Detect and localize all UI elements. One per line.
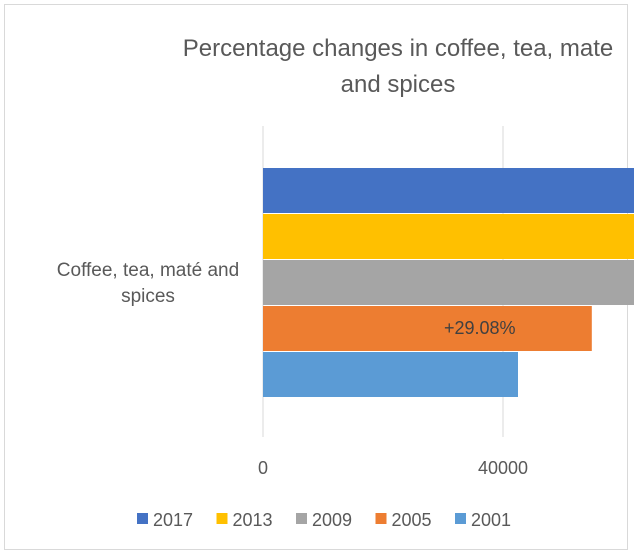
legend-label-2001: 2001: [471, 510, 511, 530]
legend-swatch-2009: [296, 513, 307, 524]
bar-series: [263, 168, 634, 397]
legend-swatch-2017: [137, 513, 148, 524]
legend-swatch-2013: [216, 513, 228, 524]
chart-title-line-1: Percentage changes in coffee, tea, mate: [183, 35, 614, 62]
legend-swatch-2005: [375, 513, 387, 524]
x-tick-label-1: 40000: [478, 458, 528, 478]
legend-label-2005: 2005: [392, 510, 432, 530]
legend-swatch-2001: [455, 513, 466, 524]
bar-2005: [263, 306, 592, 351]
data-labels: -16.2%+7.05%+54.6%+29.08%: [444, 318, 516, 338]
legend-label-2013: 2013: [233, 510, 273, 530]
data-label-2005: +29.08%: [444, 318, 516, 338]
bar-2009: [263, 260, 634, 305]
bar-2013: [263, 214, 634, 259]
category-label-line-1: Coffee, tea, maté and: [57, 260, 239, 281]
legend: 2017 2013 2009 2005 2001: [137, 510, 511, 530]
bar-2017: [263, 168, 634, 213]
category-label-line-2: spices: [121, 286, 175, 307]
legend-label-2017: 2017: [153, 510, 193, 530]
x-tick-label-0: 0: [258, 458, 268, 478]
bar-2001: [263, 352, 518, 397]
chart-title-line-2: and spices: [341, 71, 456, 98]
x-axis-ticks: 04000080000: [258, 458, 528, 478]
legend-label-2009: 2009: [312, 510, 352, 530]
